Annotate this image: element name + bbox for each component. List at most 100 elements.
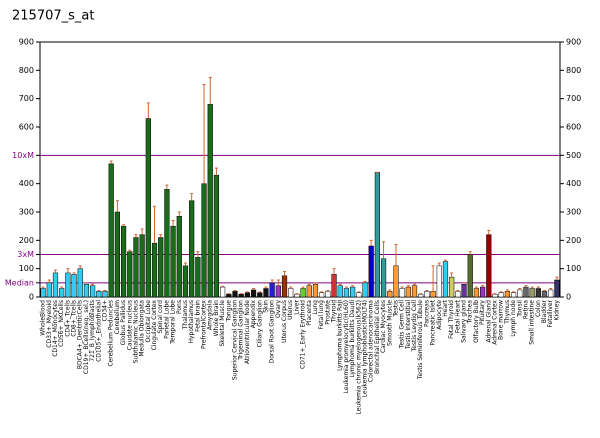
x-tick-label: Heart bbox=[442, 299, 449, 316]
x-tick-label: Testis Seminiferous Tubule bbox=[417, 300, 424, 380]
x-tick-label: Fetal lung bbox=[318, 300, 325, 330]
x-tick-label: Atrioventricular Node bbox=[244, 300, 251, 364]
bar bbox=[275, 285, 281, 298]
x-tick-label: Lung bbox=[312, 300, 319, 315]
x-tick-label: Hypothalamus bbox=[188, 300, 195, 344]
bar bbox=[96, 291, 102, 298]
x-tick-label: Skeletal Muscle bbox=[219, 300, 226, 347]
bar bbox=[182, 265, 189, 298]
bar bbox=[77, 268, 83, 298]
x-tick-label: Caudate nucleus bbox=[126, 300, 133, 350]
x-tick-label: Lymphoma burkitts Daudi bbox=[349, 300, 356, 378]
chart-title: 215707_s_at bbox=[12, 9, 94, 24]
x-tick-label: Subthalamic Nucleus bbox=[132, 300, 139, 363]
bar bbox=[151, 242, 158, 298]
bar bbox=[442, 261, 449, 298]
bar bbox=[170, 225, 176, 298]
bar bbox=[486, 234, 492, 298]
x-tick-label: Cerebellum bbox=[114, 300, 121, 335]
x-tick-label: Temporal Lobe bbox=[170, 300, 177, 345]
x-tick-label: Small intestine bbox=[529, 300, 536, 345]
x-tick-label: Adrenal Gland bbox=[485, 300, 492, 343]
bar bbox=[114, 211, 120, 298]
x-tick-label: Adipocyte bbox=[436, 300, 443, 330]
bar bbox=[207, 104, 213, 298]
bar bbox=[393, 265, 399, 298]
x-tick-label: Testis Interstitial bbox=[405, 300, 412, 350]
bar bbox=[362, 282, 368, 298]
bar bbox=[90, 285, 96, 298]
x-tick-label: Superior Cervical Ganglion bbox=[232, 300, 239, 380]
y2-tick-label: 900 bbox=[566, 38, 581, 47]
bar bbox=[127, 251, 133, 298]
y2-tick-label: 300 bbox=[566, 208, 581, 217]
y-tick-label: 600 bbox=[19, 123, 34, 132]
x-tick-label: Lymphoma burkitts Raji bbox=[337, 300, 344, 371]
y2-tick-label: 100 bbox=[566, 264, 581, 273]
bar bbox=[548, 289, 554, 298]
bar bbox=[145, 118, 151, 298]
bar bbox=[59, 288, 65, 298]
x-tick-label: Fetal brain bbox=[194, 300, 201, 332]
y2-tick-label: 0 bbox=[566, 293, 571, 302]
bar bbox=[480, 286, 486, 298]
y2-tick-label: 700 bbox=[566, 94, 581, 103]
bar bbox=[294, 293, 300, 298]
bar bbox=[83, 284, 90, 298]
bar bbox=[108, 163, 114, 298]
bar bbox=[288, 288, 294, 298]
bar bbox=[424, 291, 430, 298]
x-tick-label: Fetalliver bbox=[547, 299, 554, 327]
y-tick-label: 100 bbox=[19, 264, 34, 273]
x-tick-label: CD8+_Tcells bbox=[71, 300, 78, 337]
x-tick-label: CD71+_Early Erythroid bbox=[300, 300, 307, 369]
bar bbox=[46, 282, 52, 298]
bar bbox=[498, 292, 504, 298]
y2-tick-label: 800 bbox=[566, 66, 581, 75]
bar bbox=[554, 279, 560, 298]
x-tick-label: Bronchial Epithelial Cells bbox=[374, 300, 381, 374]
x-tick-label: Bone marrow bbox=[498, 300, 505, 340]
bar bbox=[374, 172, 380, 298]
bar bbox=[418, 293, 424, 298]
bar bbox=[380, 258, 387, 298]
x-tick-label: Colon bbox=[535, 300, 542, 317]
bar bbox=[139, 234, 145, 298]
x-tick-label: CD56+_NKCells bbox=[58, 300, 65, 347]
bar bbox=[164, 189, 170, 298]
x-tick-label: Parietal Lobe bbox=[163, 300, 170, 339]
x-tick-label: Thalamus bbox=[182, 300, 189, 330]
bar bbox=[368, 245, 374, 298]
y-tick-label: 800 bbox=[19, 66, 34, 75]
bar bbox=[281, 275, 288, 298]
bar bbox=[71, 274, 77, 298]
x-tick-label: Thyroid bbox=[331, 300, 338, 324]
bar bbox=[220, 286, 226, 298]
x-tick-label: Skin bbox=[262, 300, 269, 313]
x-tick-label: 721_B_lymphoblasts bbox=[89, 300, 96, 362]
y2-tick-label: 500 bbox=[566, 151, 581, 160]
x-tick-label: Dorsal Root Ganglion bbox=[269, 300, 276, 364]
bar bbox=[535, 288, 541, 298]
x-tick-label: Leukemia promyelocytic(HL60) bbox=[343, 300, 350, 393]
x-tick-label: Lymph node bbox=[510, 300, 517, 337]
x-tick-label: CD19+_BCells(neg._sel.) bbox=[83, 300, 90, 374]
x-tick-label: Thymus bbox=[504, 300, 511, 325]
bar bbox=[350, 286, 356, 298]
x-tick-label: CD14+_Monocytes bbox=[52, 300, 59, 357]
bar bbox=[510, 292, 517, 298]
bar bbox=[436, 265, 442, 298]
bar bbox=[455, 291, 461, 298]
x-tick-label: Pituitary bbox=[479, 300, 486, 325]
x-tick-label: WholeBlood bbox=[40, 300, 47, 336]
x-tick-label: Ciliary Ganglion bbox=[256, 300, 263, 348]
x-tick-label: Colorectal adenocarcinoma bbox=[368, 300, 375, 382]
x-tick-label: Spinal cord bbox=[157, 300, 164, 334]
bar bbox=[504, 291, 510, 298]
x-tick-label: Cardiac Myocytes bbox=[380, 300, 387, 353]
x-tick-label: Tonsil bbox=[516, 300, 523, 318]
bar bbox=[102, 291, 108, 298]
bar bbox=[189, 200, 195, 298]
x-tick-label: Testis bbox=[392, 300, 399, 318]
bar bbox=[250, 289, 257, 298]
